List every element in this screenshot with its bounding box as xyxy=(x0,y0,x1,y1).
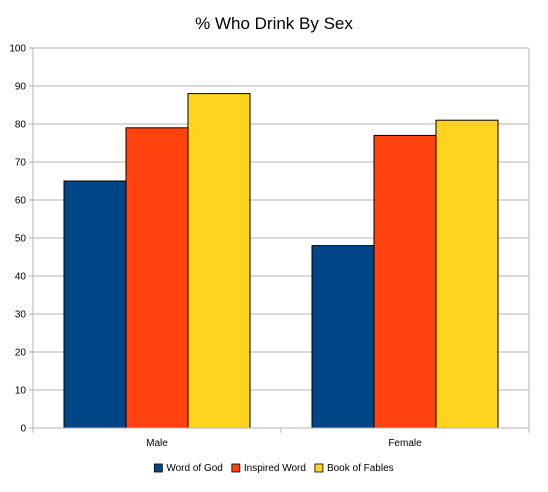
y-tick-label: 60 xyxy=(15,196,27,207)
legend: Word of God Inspired Word Book of Fables xyxy=(153,463,394,474)
bar-book-of-fables-male xyxy=(187,93,251,429)
bar-inspired-word-male xyxy=(125,127,189,429)
axes: 0 10 20 30 40 50 60 70 80 90 100 Male Female xyxy=(9,44,530,449)
y-tick-label: 0 xyxy=(20,424,26,435)
bar-word-of-god-male xyxy=(63,180,127,429)
y-tick-label: 50 xyxy=(15,234,27,245)
bar-book-of-fables-female xyxy=(435,119,499,429)
y-tick-label: 30 xyxy=(15,310,27,321)
y-tick-label: 40 xyxy=(15,272,27,283)
legend-swatch xyxy=(231,463,241,473)
legend-label: Book of Fables xyxy=(327,463,394,474)
y-tick-label: 20 xyxy=(15,348,27,359)
chart-title: % Who Drink By Sex xyxy=(195,14,353,33)
legend-swatch xyxy=(314,463,324,473)
legend-swatch xyxy=(153,463,163,473)
bars xyxy=(63,93,499,429)
y-tick-label: 70 xyxy=(15,158,27,169)
y-tick-label: 100 xyxy=(9,44,26,55)
legend-label: Inspired Word xyxy=(244,463,306,474)
y-tick-label: 90 xyxy=(15,82,27,93)
y-tick-label: 80 xyxy=(15,120,27,131)
y-tick-label: 10 xyxy=(15,386,27,397)
legend-label: Word of God xyxy=(166,463,223,474)
bar-word-of-god-female xyxy=(311,245,375,429)
x-category-label: Female xyxy=(388,438,422,449)
bar-inspired-word-female xyxy=(373,134,437,429)
x-category-label: Male xyxy=(146,438,168,449)
